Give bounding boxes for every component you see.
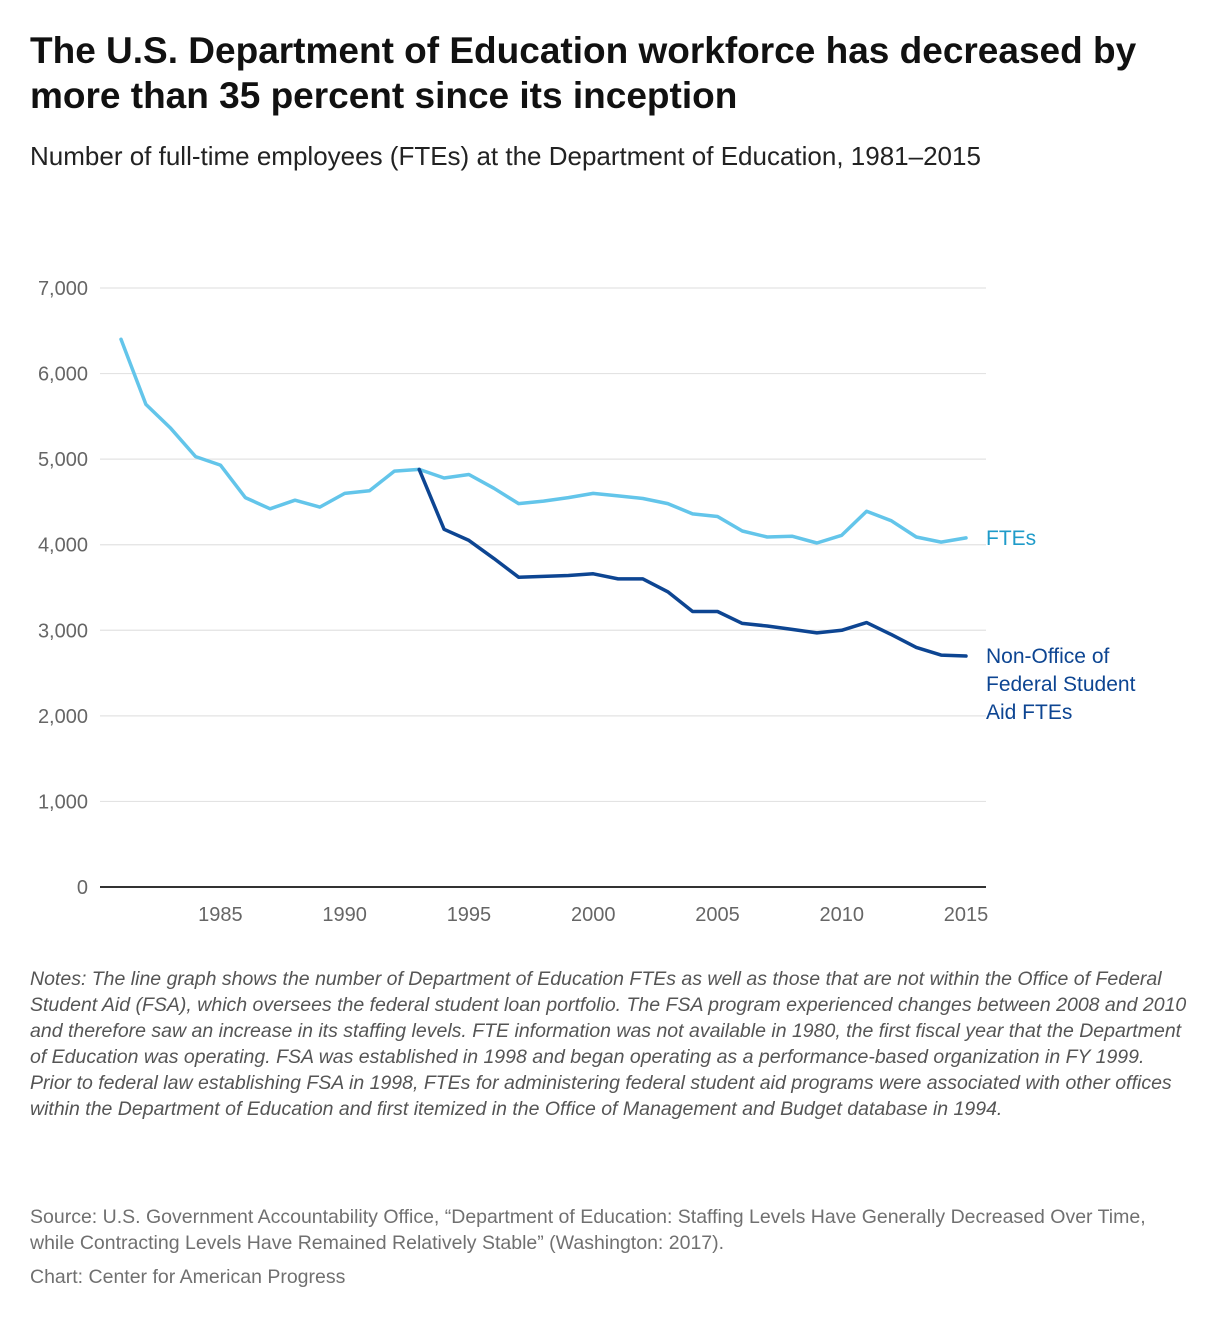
y-tick-label: 1,000 — [38, 791, 88, 813]
series-label-line: Non-Office of — [986, 645, 1109, 668]
x-tick-label: 2005 — [695, 904, 740, 926]
x-tick-label: 2010 — [819, 904, 864, 926]
line-chart: 0 1,000 2,000 3,000 4,000 5,000 6,000 7,000 198… — [38, 278, 1136, 926]
series-label-line: Aid FTEs — [986, 701, 1072, 724]
chart-credit: Chart: Center for American Progress — [30, 1266, 346, 1288]
series-label-ftes: FTEs — [986, 527, 1036, 550]
x-tick-label: 1995 — [447, 904, 492, 926]
y-tick-label: 5,000 — [38, 449, 88, 471]
gridlines — [100, 287, 986, 888]
y-tick-label: 6,000 — [38, 364, 88, 386]
x-tick-label: 1990 — [322, 904, 367, 926]
series-label-line: FTEs — [986, 527, 1036, 550]
chart-subtitle: Number of full-time employees (FTEs) at … — [30, 141, 981, 171]
series-lines — [119, 337, 968, 658]
chart-title: The U.S. Department of Education workfor… — [30, 30, 1137, 116]
series-label-non-office-of-federal-student-aid-ftes: Non-Office of Federal Student Aid FTEs — [986, 645, 1136, 724]
x-axis-ticks: 1985 1990 1995 2000 2005 2010 2015 — [198, 904, 988, 926]
x-tick-label: 2000 — [571, 904, 616, 926]
series-line-non-office-of-federal-student-aid-ftes — [417, 467, 968, 658]
chart-source: Source: U.S. Government Accountability O… — [30, 1206, 1146, 1254]
chart-notes: Notes: The line graph shows the number o… — [30, 968, 1187, 1120]
y-tick-label: 0 — [77, 877, 88, 899]
y-tick-label: 2,000 — [38, 706, 88, 728]
y-tick-label: 7,000 — [38, 278, 88, 300]
series-labels: FTEs Non-Office of Federal Student Aid FTEs — [986, 527, 1136, 724]
y-axis-ticks: 0 1,000 2,000 3,000 4,000 5,000 6,000 7,000 — [38, 278, 88, 899]
y-tick-label: 3,000 — [38, 620, 88, 642]
x-tick-label: 2015 — [944, 904, 989, 926]
series-line-ftes — [119, 337, 968, 545]
x-tick-label: 1985 — [198, 904, 243, 926]
series-label-line: Federal Student — [986, 673, 1136, 696]
y-tick-label: 4,000 — [38, 535, 88, 557]
